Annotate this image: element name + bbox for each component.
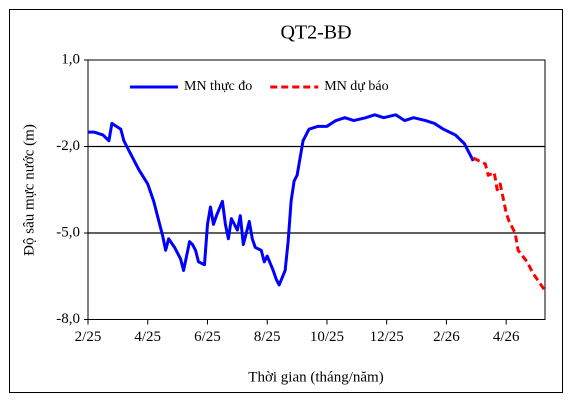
x-tick-label: 10/25 — [310, 329, 344, 345]
x-tick-label: 12/25 — [370, 329, 404, 345]
y-tick-label: 1,0 — [61, 51, 80, 67]
plot-area — [87, 59, 546, 320]
data-line — [88, 113, 475, 287]
y-axis-label: Độ sâu mực nước (m) — [21, 124, 37, 256]
x-tick-label: 4/25 — [134, 329, 161, 345]
chart-title: QT2-BĐ — [280, 22, 351, 44]
y-tick-label: -2,0 — [56, 138, 80, 154]
data-line — [472, 156, 547, 292]
x-tick-label: 6/25 — [194, 329, 221, 345]
x-tick-label: 2/26 — [433, 329, 460, 345]
y-tick-label: -5,0 — [56, 224, 80, 240]
x-tick-label: 4/26 — [493, 329, 520, 345]
chart-frame — [9, 9, 563, 393]
x-tick-label: 8/25 — [254, 329, 281, 345]
y-tick-label: -8,0 — [56, 311, 80, 327]
x-tick-label: 2/25 — [75, 329, 102, 345]
legend-label: MN thực đo — [184, 79, 252, 94]
legend-label: MN dự báo — [324, 79, 388, 94]
x-axis-label: Thời gian (tháng/năm) — [248, 369, 383, 385]
